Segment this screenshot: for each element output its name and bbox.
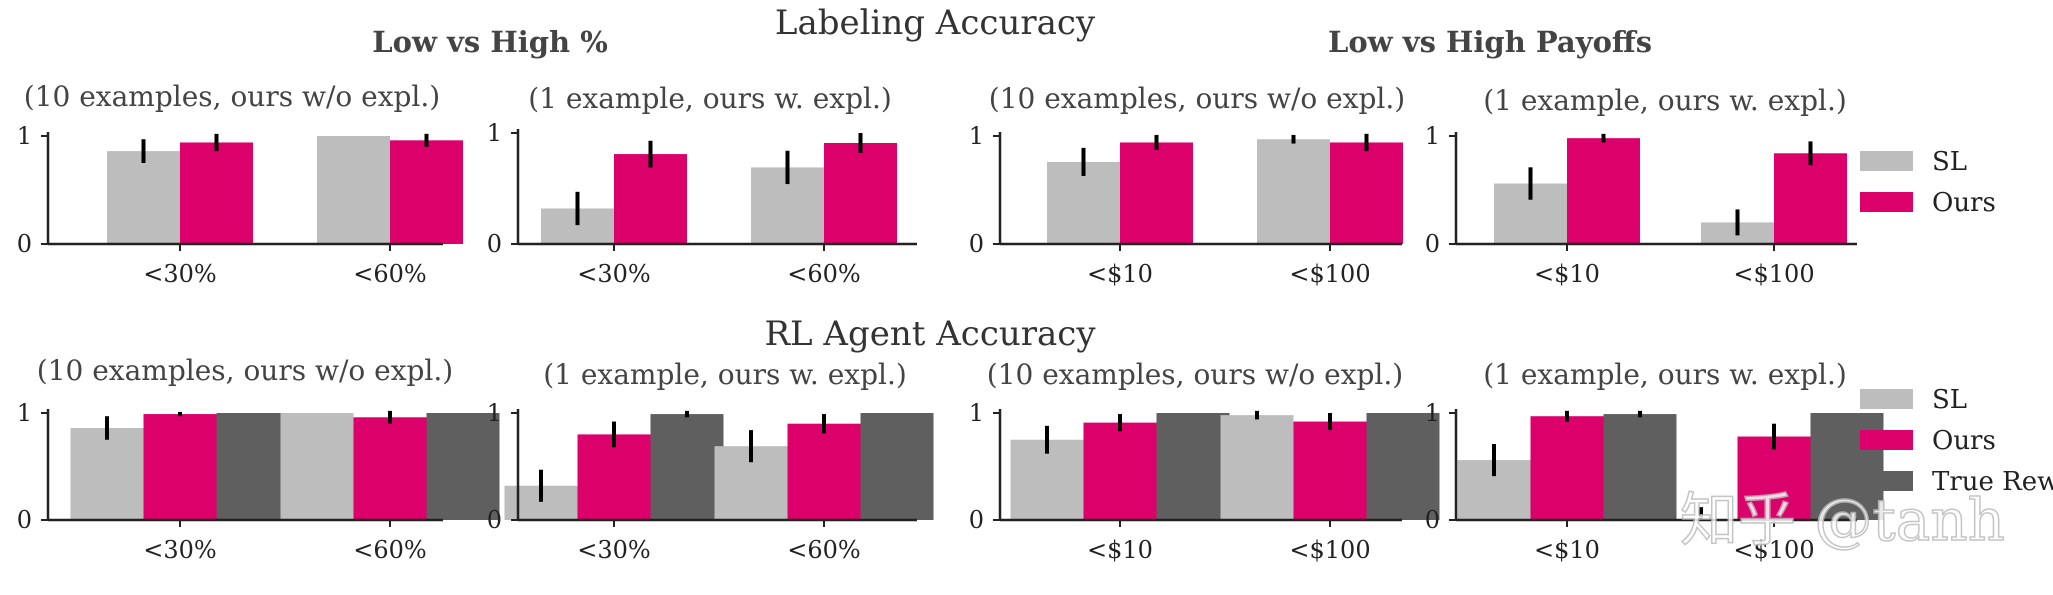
chart-panel: (10 examples, ours w/o expl.) <30% <60% 0 1 <box>17 354 500 564</box>
bar-ours <box>180 142 253 244</box>
legend-label-ours: Ours <box>1932 188 1996 218</box>
x-tick-label: <30% <box>577 536 650 564</box>
x-tick-label: <$10 <box>1534 260 1600 288</box>
panel-subtitle: (10 examples, ours w/o expl.) <box>989 82 1405 115</box>
bar-ours <box>1737 436 1811 520</box>
bar-sl <box>317 136 390 244</box>
legend-labeling: SL Ours <box>1860 147 1996 218</box>
legend-swatch-ours <box>1860 430 1913 450</box>
x-tick-label: <30% <box>143 260 216 288</box>
bar-true-reward <box>426 413 500 520</box>
legend-label-true-reward: True Reward <box>1932 467 2053 497</box>
y-tick-label: 0 <box>1425 230 1440 258</box>
legend-label-sl: SL <box>1932 385 1967 415</box>
x-tick-label: <30% <box>577 260 650 288</box>
x-tick-label: <$10 <box>1087 536 1153 564</box>
y-tick-label: 1 <box>487 119 502 147</box>
bar-ours <box>1120 142 1193 244</box>
x-tick-label: <$10 <box>1534 536 1600 564</box>
x-tick-label: <$100 <box>1289 260 1370 288</box>
bar-sl <box>107 151 180 244</box>
y-tick-label: 0 <box>969 506 984 534</box>
bar-ours <box>1330 142 1403 244</box>
x-tick-label: <$10 <box>1087 260 1153 288</box>
y-tick-label: 1 <box>17 122 32 150</box>
x-tick-label: <$100 <box>1733 260 1814 288</box>
x-tick-label: <60% <box>353 536 426 564</box>
bar-ours <box>1083 422 1157 520</box>
panel-subtitle: (1 example, ours w. expl.) <box>528 82 892 115</box>
chart-panel: (1 example, ours w. expl.) <$10 <$100 0 1 <box>1425 358 1884 564</box>
x-tick-label: <$100 <box>1733 536 1814 564</box>
bar-ours <box>1567 138 1640 244</box>
bar-sl <box>1257 139 1330 244</box>
panel-subtitle: (10 examples, ours w/o expl.) <box>987 358 1403 391</box>
bar-sl <box>1220 415 1294 520</box>
bar-sl <box>280 413 354 520</box>
bar-true-reward <box>216 413 290 520</box>
panel-subtitle: (1 example, ours w. expl.) <box>543 358 907 391</box>
bar-ours <box>577 434 651 520</box>
y-tick-label: 0 <box>487 506 502 534</box>
panel-subtitle: (1 example, ours w. expl.) <box>1483 84 1847 117</box>
y-tick-label: 1 <box>1425 399 1440 427</box>
rl-agent-accuracy-title: RL Agent Accuracy <box>764 314 1096 354</box>
panel-subtitle: (1 example, ours w. expl.) <box>1483 358 1847 391</box>
bar-true-reward <box>1366 413 1440 520</box>
chart-panel: (1 example, ours w. expl.) <30% <60% 0 1 <box>487 358 934 564</box>
bar-ours <box>1293 421 1367 520</box>
y-tick-label: 1 <box>487 399 502 427</box>
y-tick-label: 1 <box>1425 122 1440 150</box>
bar-ours <box>1530 416 1604 520</box>
bar-true-reward <box>650 414 724 520</box>
chart-panel: (1 example, ours w. expl.) <30% <60% 0 1 <box>487 82 917 288</box>
panel-subtitle: (10 examples, ours w/o expl.) <box>24 80 440 113</box>
chart-panel: (10 examples, ours w/o expl.) <$10 <$100 0 1 <box>969 358 1440 564</box>
y-tick-label: 0 <box>969 230 984 258</box>
y-tick-label: 1 <box>17 399 32 427</box>
bar-ours <box>353 417 427 520</box>
legend-swatch-sl <box>1860 151 1913 171</box>
bar-ours <box>614 154 687 244</box>
x-tick-label: <30% <box>143 536 216 564</box>
bar-sl <box>70 427 144 520</box>
y-tick-label: 0 <box>487 230 502 258</box>
chart-panel: (1 example, ours w. expl.) <$10 <$100 0 1 <box>1425 84 1857 288</box>
bar-true-reward <box>860 413 934 520</box>
group-title-payoffs: Low vs High Payoffs <box>1328 25 1652 59</box>
legend-rl: SL Ours True Reward <box>1860 385 2053 497</box>
bar-ours <box>143 414 217 520</box>
bar-true-reward <box>1603 414 1677 520</box>
bar-ours <box>1774 153 1847 244</box>
chart-panel: (10 examples, ours w/o expl.) <$10 <$100 0 1 <box>969 82 1406 288</box>
legend-label-sl: SL <box>1932 147 1967 177</box>
group-title-percent: Low vs High % <box>372 25 608 59</box>
bar-ours <box>824 142 897 244</box>
y-tick-label: 0 <box>17 230 32 258</box>
y-tick-label: 0 <box>1425 506 1440 534</box>
x-tick-label: <60% <box>353 260 426 288</box>
legend-swatch-true-reward <box>1860 471 1913 491</box>
bar-ours <box>390 140 463 244</box>
legend-label-ours: Ours <box>1932 426 1996 456</box>
labeling-accuracy-title: Labeling Accuracy <box>775 3 1096 43</box>
bar-true-reward <box>1156 413 1230 520</box>
x-tick-label: <$100 <box>1289 536 1370 564</box>
y-tick-label: 1 <box>969 122 984 150</box>
x-tick-label: <60% <box>787 260 860 288</box>
y-tick-label: 1 <box>969 399 984 427</box>
legend-swatch-ours <box>1860 192 1913 212</box>
bar-ours <box>787 423 861 520</box>
x-tick-label: <60% <box>787 536 860 564</box>
y-tick-label: 0 <box>17 506 32 534</box>
watermark: 知乎 @tanh <box>1680 486 2005 554</box>
panel-subtitle: (10 examples, ours w/o expl.) <box>37 354 453 387</box>
chart-panel: (10 examples, ours w/o expl.) <30% <60% 0 1 <box>17 80 463 288</box>
legend-swatch-sl <box>1860 389 1913 409</box>
